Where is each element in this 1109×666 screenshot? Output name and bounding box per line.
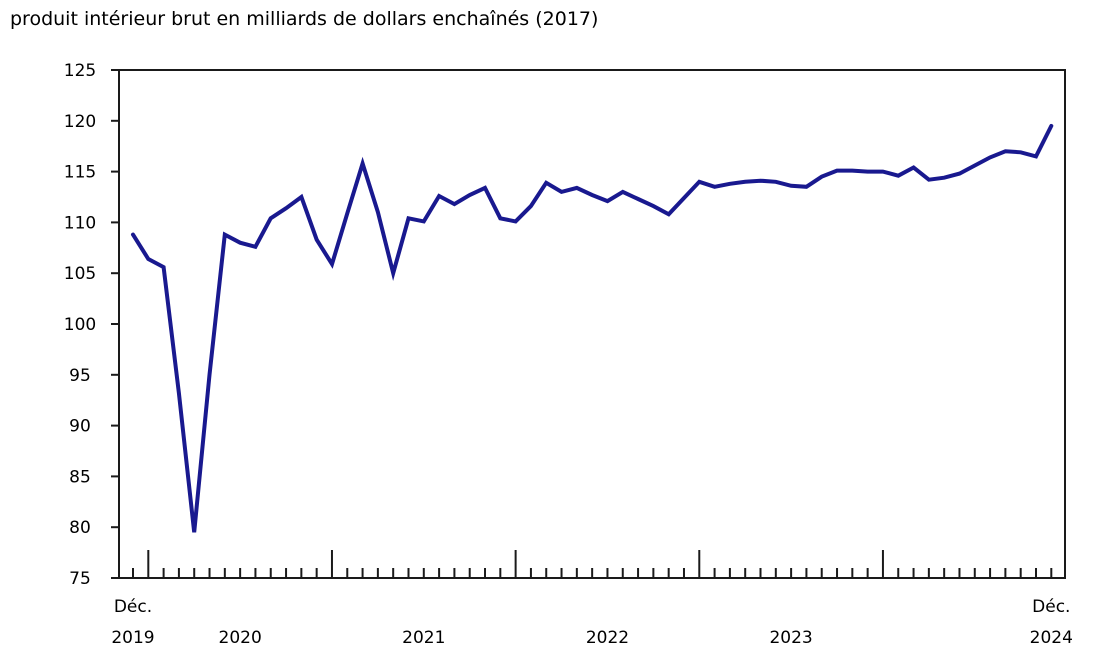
plot-frame [118, 69, 1066, 579]
x-label-year-2022: 2022 [586, 628, 629, 648]
y-tick-label-85: 85 [69, 467, 91, 487]
x-label-year-2023: 2023 [769, 628, 812, 648]
plot-frame-rect [118, 69, 1066, 579]
x-label-year-2021: 2021 [402, 628, 445, 648]
y-tick-label-125: 125 [64, 61, 96, 81]
y-tick-label-95: 95 [69, 366, 91, 386]
y-tick-label-105: 105 [64, 264, 96, 284]
y-tick-label-110: 110 [64, 213, 96, 233]
x-label-month-2019: Déc. [114, 597, 152, 617]
gdp-line-series [131, 123, 1054, 533]
chart-title: produit intérieur brut en milliards de d… [10, 8, 599, 30]
gdp-line [131, 123, 1054, 533]
y-tick-label-80: 80 [69, 518, 91, 538]
y-tick-label-75: 75 [69, 569, 91, 589]
y-tick-label-120: 120 [64, 112, 96, 132]
x-axis-labels: Déc. 2019 2020 2021 2022 2023 Déc. 2024 [111, 597, 1073, 648]
y-tick-label-100: 100 [64, 315, 96, 335]
y-tick-label-90: 90 [69, 417, 91, 437]
x-label-month-2024: Déc. [1032, 597, 1070, 617]
x-axis-ticks [132, 550, 1053, 578]
y-axis-labels: 75 80 85 90 95 100 105 110 115 120 125 [64, 61, 96, 589]
x-label-year-2019: 2019 [111, 628, 154, 648]
x-label-year-2024: 2024 [1030, 628, 1073, 648]
y-axis-ticks [111, 69, 119, 579]
y-tick-label-115: 115 [64, 163, 96, 183]
x-label-year-2020: 2020 [219, 628, 262, 648]
